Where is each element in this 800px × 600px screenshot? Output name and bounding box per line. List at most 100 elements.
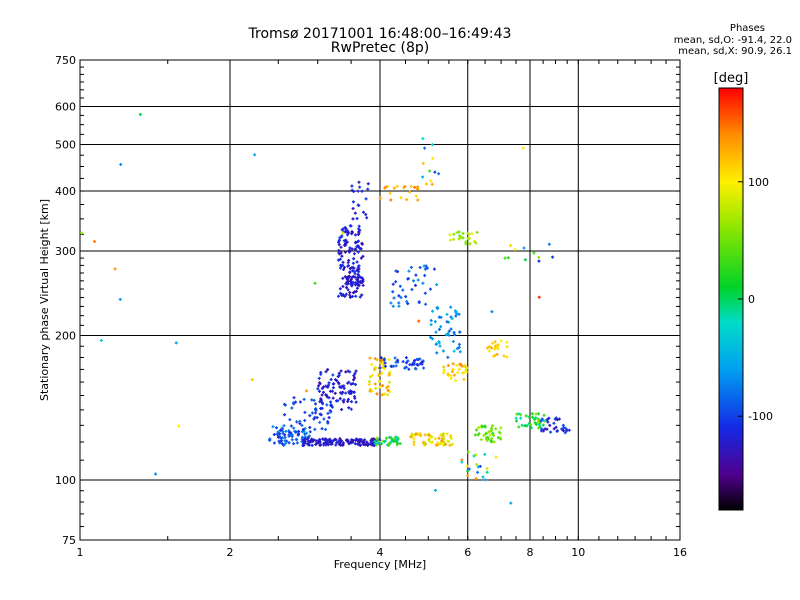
data-point: [305, 431, 309, 435]
data-point: [466, 450, 470, 454]
data-point: [490, 310, 494, 314]
data-point: [451, 339, 455, 343]
data-point: [282, 443, 286, 447]
data-point: [454, 310, 458, 314]
data-point: [432, 267, 436, 271]
data-point: [378, 366, 382, 370]
data-point: [347, 380, 351, 384]
data-point: [387, 380, 391, 384]
data-point: [300, 430, 304, 434]
data-point: [523, 258, 527, 262]
data-point: [506, 256, 510, 260]
data-point: [503, 256, 507, 260]
data-point: [442, 432, 446, 436]
data-point: [317, 389, 321, 393]
data-point: [360, 293, 364, 297]
data-point: [318, 420, 322, 424]
data-point: [327, 416, 331, 420]
data-point: [464, 368, 468, 372]
x-tick-label: 2: [227, 546, 234, 559]
data-point: [351, 200, 355, 204]
data-point: [423, 291, 427, 295]
data-point: [423, 267, 427, 271]
data-point: [394, 269, 398, 273]
data-point: [339, 439, 343, 443]
data-point: [347, 390, 351, 394]
data-point: [357, 227, 361, 231]
data-point: [362, 210, 366, 214]
data-point: [92, 239, 96, 243]
data-point: [446, 331, 450, 335]
data-point: [332, 382, 336, 386]
data-point: [416, 278, 420, 282]
data-point: [460, 460, 464, 464]
data-point: [416, 185, 420, 189]
data-point: [378, 385, 382, 389]
data-point: [413, 283, 417, 287]
data-point: [409, 435, 413, 439]
data-point: [401, 360, 405, 364]
data-point: [290, 406, 294, 410]
data-point: [446, 364, 450, 368]
data-point: [334, 443, 338, 447]
data-point: [337, 243, 341, 247]
plot-frame: [79, 59, 681, 541]
data-point: [344, 370, 348, 374]
data-point: [291, 401, 295, 405]
data-point: [332, 439, 336, 443]
data-point: [358, 246, 362, 250]
data-point: [360, 242, 364, 246]
data-point: [349, 224, 353, 228]
data-point: [279, 428, 283, 432]
data-point: [334, 399, 338, 403]
data-point: [335, 379, 339, 383]
data-point: [399, 296, 403, 300]
data-point: [416, 187, 420, 191]
data-point: [429, 441, 433, 445]
data-point: [326, 385, 330, 389]
data-point: [414, 273, 418, 277]
data-point: [393, 356, 397, 360]
data-point: [118, 297, 122, 301]
data-point: [361, 283, 365, 287]
data-point: [353, 376, 357, 380]
data-point: [539, 419, 543, 423]
data-point: [391, 304, 395, 308]
data-point: [435, 283, 439, 287]
data-point: [353, 247, 357, 251]
data-point: [514, 416, 518, 420]
data-point: [302, 397, 306, 401]
data-point: [395, 184, 399, 188]
data-point: [344, 227, 348, 231]
data-point: [473, 433, 477, 437]
data-point: [339, 245, 343, 249]
data-point: [542, 413, 546, 417]
data-point: [357, 180, 361, 184]
data-point: [410, 432, 414, 436]
data-point: [343, 294, 347, 298]
data-point: [387, 372, 391, 376]
data-point: [322, 385, 326, 389]
data-point: [484, 436, 488, 440]
data-point: [437, 436, 441, 440]
data-point: [357, 283, 361, 287]
data-point: [401, 288, 405, 292]
data-point: [80, 231, 84, 235]
data-point: [563, 426, 567, 430]
data-point: [300, 423, 304, 427]
data-point: [278, 441, 282, 445]
data-point: [403, 185, 407, 189]
data-point: [308, 425, 312, 429]
x-tick-label: 1: [77, 546, 84, 559]
data-point: [414, 432, 418, 436]
data-point: [388, 370, 392, 374]
data-point: [433, 437, 437, 441]
data-point: [348, 271, 352, 275]
data-point: [452, 232, 456, 236]
data-point: [529, 423, 533, 427]
data-point: [416, 198, 420, 202]
data-point: [442, 368, 446, 372]
data-point: [547, 416, 551, 420]
data-point: [271, 425, 275, 429]
